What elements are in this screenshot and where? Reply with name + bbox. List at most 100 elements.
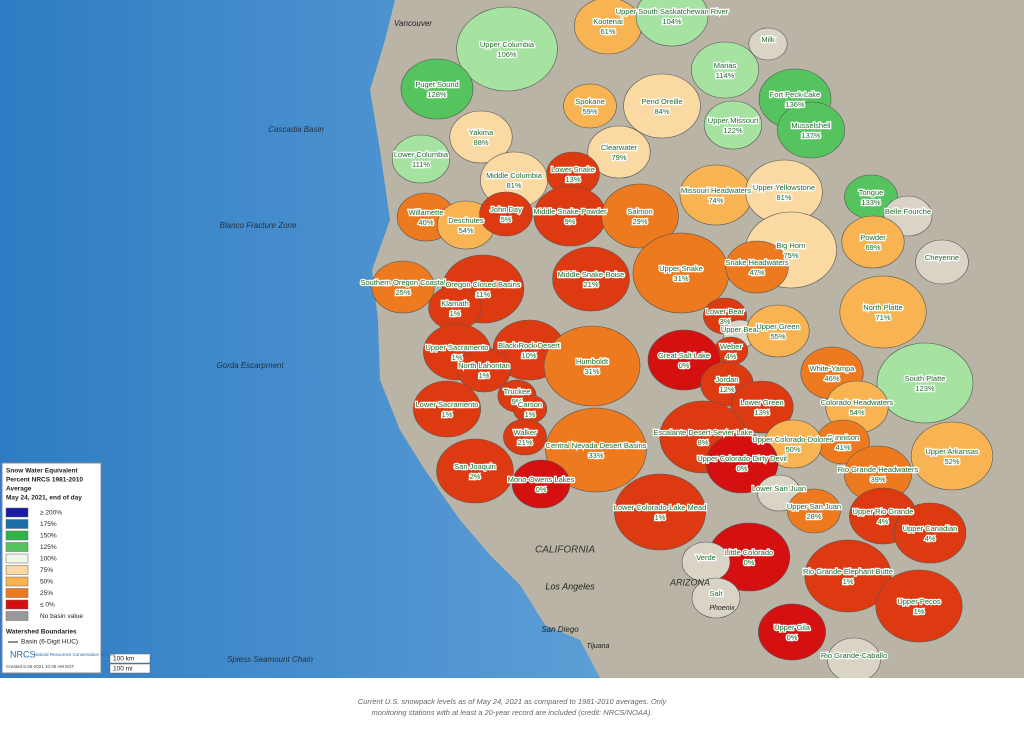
place-name: San Diego	[541, 625, 579, 634]
basin	[436, 438, 514, 504]
basin-percent: 4%	[726, 352, 737, 361]
basin-name: Upper Yellowstone	[753, 183, 815, 192]
legend-item: No basin value	[40, 613, 83, 620]
place-name: Cascadia Basin	[268, 125, 324, 134]
basin-percent: 0%	[536, 485, 547, 494]
legend-swatch	[5, 565, 29, 575]
basin-name: Middle Columbia	[486, 171, 543, 180]
place-name: CALIFORNIA	[535, 545, 595, 556]
basin-name: Upper Rio Grande	[853, 507, 914, 516]
basin-percent: 1%	[452, 353, 463, 362]
basin-name: San Joaquin	[454, 462, 496, 471]
basin-percent: 39%	[870, 475, 885, 484]
basin-percent: 50%	[785, 445, 800, 454]
basin-name: Snake Headwaters	[725, 258, 789, 267]
basin	[449, 110, 513, 164]
basin-percent: 1%	[843, 577, 854, 586]
basin	[876, 342, 974, 424]
basin-name: Clearwater	[601, 143, 638, 152]
basin	[746, 304, 810, 358]
basin-percent: 3%	[720, 317, 731, 326]
basin-percent: 31%	[673, 274, 688, 283]
basin-name: Kootenai	[593, 17, 623, 26]
basin	[456, 6, 558, 92]
basin-percent: 5%	[501, 215, 512, 224]
basin-name: Upper South Saskatchewan River	[616, 7, 729, 16]
basin-percent: 8%	[698, 438, 709, 447]
basin-percent: 122%	[723, 126, 743, 135]
basin	[730, 380, 794, 434]
basin-percent: 11%	[476, 290, 491, 299]
basin-name: Tongue	[859, 188, 884, 197]
place-name: Gorda Escarpment	[216, 361, 284, 370]
basin-percent: 33%	[588, 451, 603, 460]
basin-name: Colorado Headwaters	[821, 398, 894, 407]
basin	[391, 134, 451, 184]
legend-item: 150%	[40, 533, 57, 540]
scale-box	[109, 663, 151, 674]
basin-name: Lower Green	[740, 398, 783, 407]
basin-percent: 1%	[450, 309, 461, 318]
basin-percent: 1%	[914, 607, 925, 616]
legend-swatch	[5, 576, 29, 587]
caption-line: Current U.S. snowpack levels as of May 2…	[357, 697, 667, 706]
legend-swatch	[5, 588, 29, 598]
legend-title: Snow Water Equivalent	[6, 468, 78, 475]
basin-name: Cheyenne	[925, 253, 959, 262]
basin	[614, 473, 706, 551]
basin-name: Upper Missouri	[708, 116, 759, 125]
basin-percent: 21%	[517, 438, 532, 447]
basin-percent: 81%	[776, 193, 791, 202]
basin-percent: 52%	[944, 457, 959, 466]
scale-box	[109, 653, 151, 664]
basin-name: Lower Sacramento	[416, 400, 479, 409]
basin-name: Upper Snake	[659, 264, 703, 273]
basin-percent: 79%	[611, 153, 626, 162]
basin-percent: 0%	[679, 361, 690, 370]
legend-swatch	[5, 542, 29, 552]
caption-line: monitoring stations with at least a 20-y…	[371, 708, 653, 717]
basin-percent: 69%	[865, 243, 880, 252]
basin	[479, 191, 533, 237]
basin	[725, 240, 789, 294]
basin-percent: 1%	[525, 410, 536, 419]
basin-name: Upper Green	[756, 322, 799, 331]
basin-name: Lower Snake	[551, 165, 595, 174]
legend-swatch	[5, 611, 29, 621]
basin-percent: 114%	[716, 71, 735, 80]
basin-percent: 88%	[473, 138, 488, 147]
basin-name: Humboldt	[576, 357, 609, 366]
basin-name: Upper Gila	[774, 623, 811, 632]
basin-name: Yakima	[469, 128, 494, 137]
basin-percent: 40%	[418, 218, 433, 227]
basin-name: Escalante Desert-Sevier Lake	[653, 428, 752, 437]
basin-name: Central Nevada Desert Basins	[546, 441, 647, 450]
basin-percent: 0%	[744, 558, 755, 567]
basin-percent: 0%	[737, 464, 748, 473]
basin-percent: 81%	[506, 181, 521, 190]
basin	[691, 41, 759, 99]
legend-subtitle: Watershed Boundaries	[6, 629, 77, 636]
basin	[804, 539, 892, 613]
basin-name: Salmon	[627, 207, 652, 216]
basin-percent: 4%	[878, 517, 889, 526]
basin-name: Upper Arkansas	[925, 447, 979, 456]
basin-percent: 1%	[442, 410, 453, 419]
basin-percent: 123%	[915, 384, 935, 393]
legend-item: 100%	[40, 556, 57, 563]
basin-percent: 61%	[600, 27, 615, 36]
agency-full: Natural Resources Conservation Service	[34, 652, 116, 657]
basin-percent: 128%	[427, 90, 447, 99]
legend-swatch	[5, 519, 29, 529]
basin-name: Carson	[518, 400, 542, 409]
basin-percent: 46%	[824, 374, 839, 383]
place-name: Los Angeles	[545, 581, 595, 591]
basin-percent: 106%	[497, 50, 517, 59]
basin-name: Rio Grande-Elephant Butte	[803, 567, 893, 576]
basin	[705, 432, 779, 494]
basin	[552, 246, 630, 312]
place-name: Phoenix	[709, 605, 735, 612]
basin-percent: 137%	[801, 131, 821, 140]
